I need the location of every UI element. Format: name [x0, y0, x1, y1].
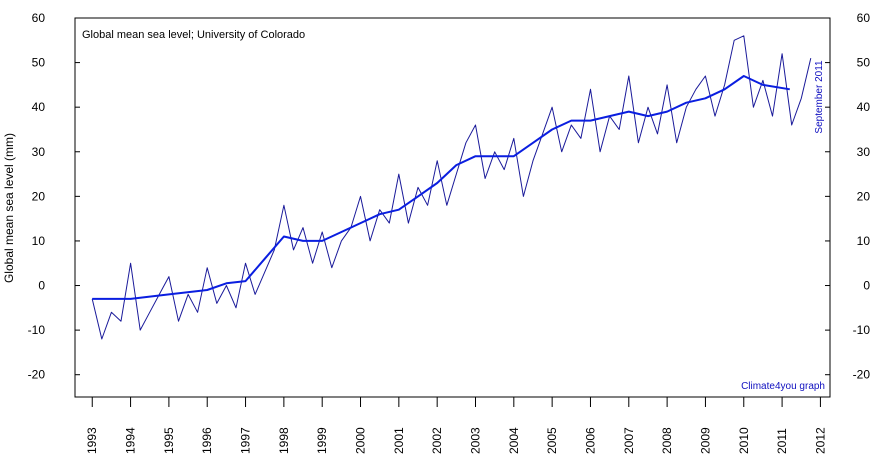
y2-tick-label: 0: [863, 279, 870, 293]
y2-tick-label: 30: [857, 145, 871, 159]
y2-tick-label: 60: [857, 11, 871, 25]
y-tick-label: 60: [32, 11, 46, 25]
x-tick-label: 2008: [660, 427, 674, 454]
x-tick-label: 2002: [430, 427, 444, 454]
y-tick-label: -20: [28, 368, 46, 382]
x-tick-label: 2004: [507, 427, 521, 454]
x-tick-label: 2010: [737, 427, 751, 454]
x-tick-label: 2005: [545, 427, 559, 454]
x-tick-label: 2007: [622, 427, 636, 454]
y-tick-label: 40: [32, 100, 46, 114]
y2-tick-label: -20: [853, 368, 871, 382]
x-tick-label: 1999: [315, 427, 329, 454]
y2-tick-label: 40: [857, 100, 871, 114]
chart-title: Global mean sea level; University of Col…: [82, 29, 305, 41]
y2-tick-label: 50: [857, 56, 871, 70]
series-line: [92, 75, 790, 300]
y-tick-label: 50: [32, 56, 46, 70]
series-line: [91, 35, 812, 340]
x-tick-label: 2000: [354, 427, 368, 454]
y-tick-label: 30: [32, 145, 46, 159]
x-tick-label: 1995: [162, 427, 176, 454]
y-tick-label: -10: [28, 323, 46, 337]
x-tick-label: 2011: [775, 428, 789, 454]
x-tick-label: 2009: [698, 427, 712, 454]
plot-frame: [74, 17, 831, 398]
x-tick-label: 2006: [583, 427, 597, 454]
y-tick-label: 0: [38, 279, 45, 293]
x-tick-label: 1997: [239, 427, 253, 454]
y-tick-label: 20: [32, 189, 46, 203]
x-tick-label: 1996: [200, 427, 214, 454]
y2-tick-label: -10: [853, 323, 871, 337]
x-tick-label: 1994: [124, 427, 138, 454]
x-tick-label: 2003: [468, 427, 482, 454]
date-annotation: September 2011: [814, 60, 825, 134]
credit-annotation: Climate4you graph: [741, 381, 825, 392]
x-tick-label: 1998: [277, 427, 291, 454]
y2-tick-label: 20: [857, 189, 871, 203]
x-tick-label: 2012: [813, 427, 827, 454]
y-axis-label: Global mean sea level (mm): [2, 133, 16, 283]
x-tick-label: 2001: [392, 427, 406, 454]
y-tick-label: 10: [32, 234, 46, 248]
x-tick-label: 1993: [85, 427, 99, 454]
y2-tick-label: 10: [857, 234, 871, 248]
